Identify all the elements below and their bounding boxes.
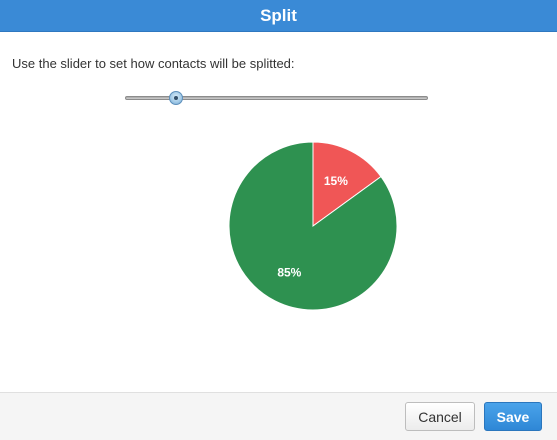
split-slider[interactable] <box>125 91 428 107</box>
save-button[interactable]: Save <box>484 402 542 431</box>
pie-slice-1 <box>228 141 398 311</box>
split-pie-chart: 15% 85% <box>225 138 401 314</box>
slider-thumb[interactable] <box>169 91 184 105</box>
dialog-title: Split <box>0 0 557 32</box>
dialog-footer: Cancel Save <box>0 392 557 440</box>
instruction-text: Use the slider to set how contacts will … <box>12 56 295 71</box>
pie-slice-0 <box>312 141 382 227</box>
cancel-button[interactable]: Cancel <box>405 402 475 431</box>
pie-label-1: 85% <box>277 265 301 279</box>
slider-track[interactable] <box>125 96 428 100</box>
pie-label-0: 15% <box>324 174 348 188</box>
pie-chart-svg: 15% 85% <box>228 141 398 311</box>
